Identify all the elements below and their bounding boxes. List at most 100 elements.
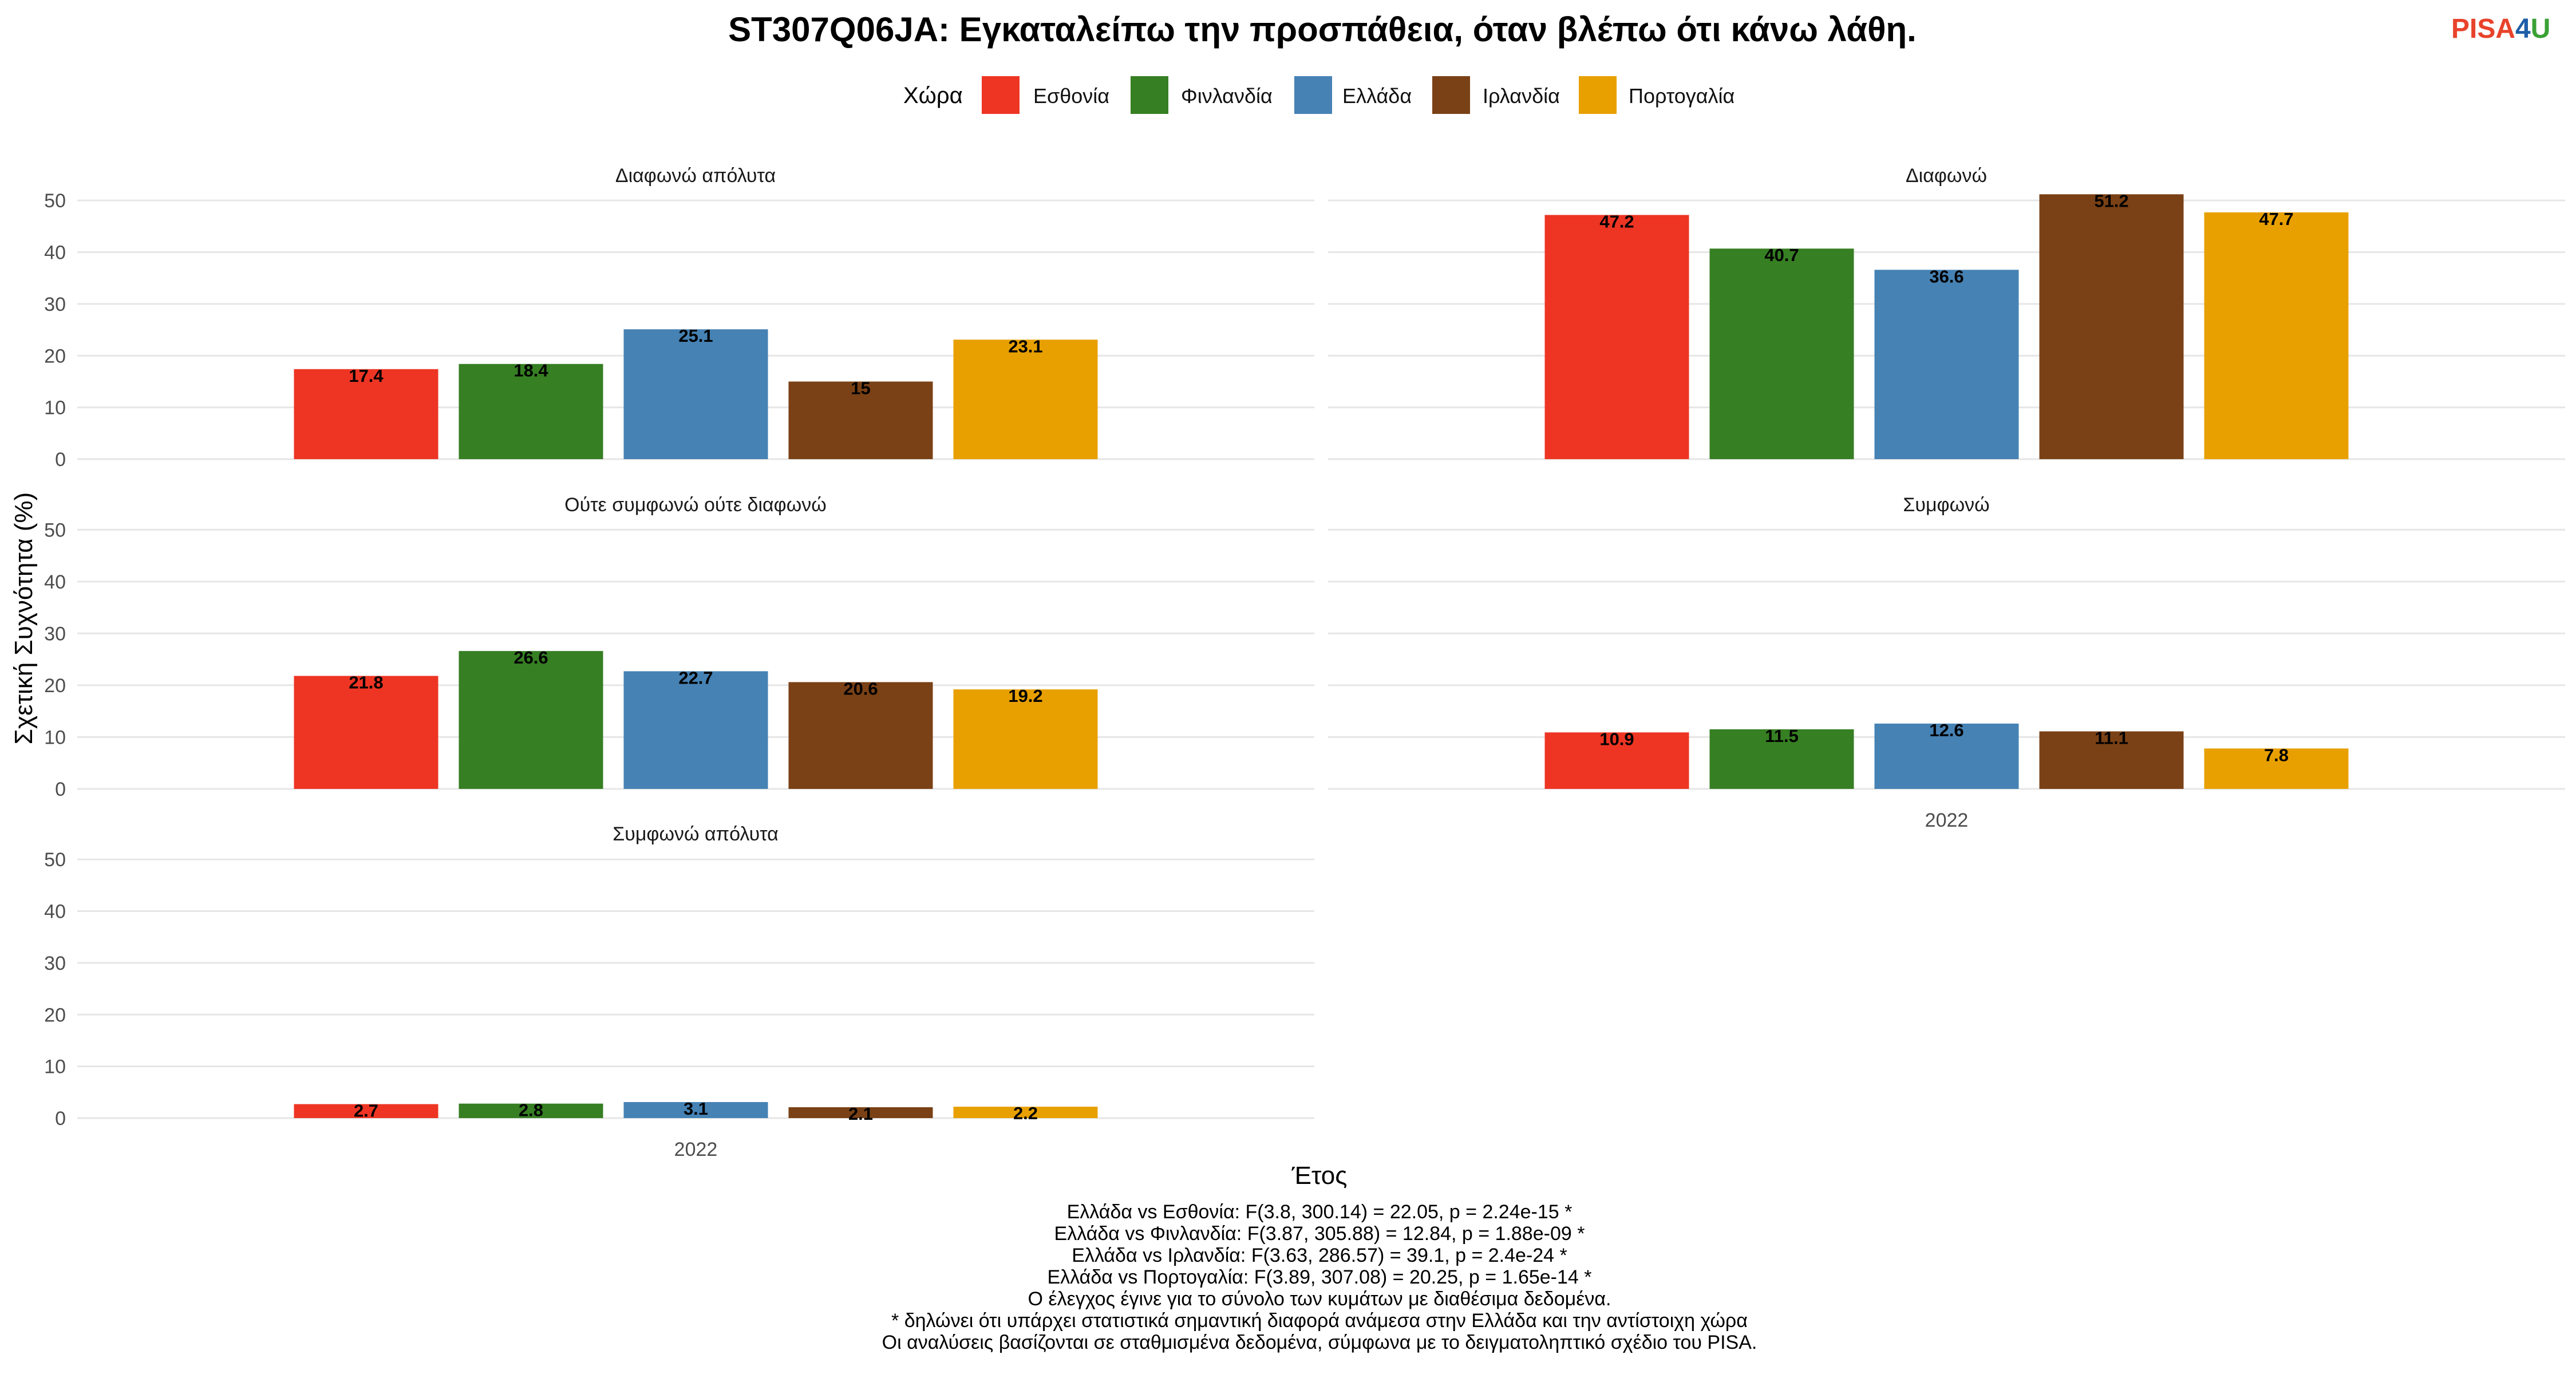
caption-line: Ελλάδα vs Ιρλανδία: F(3.63, 286.57) = 39… <box>1072 1245 1567 1266</box>
bar-value-label: 36.6 <box>1929 266 1963 286</box>
bar <box>2204 212 2349 459</box>
y-axis-title: Σχετική Συχνότητα (%) <box>10 492 38 745</box>
bar-value-label: 2.8 <box>519 1100 543 1120</box>
facet-panel: Διαφωνώ απόλυτα 0 10 20 30 40 50 17.4 18.4 25.1 15… <box>44 165 1314 471</box>
bar-value-label: 20.6 <box>843 678 878 698</box>
legend-swatch <box>982 76 1020 114</box>
logo-part-pisa: PISA <box>2451 14 2515 44</box>
bar <box>2039 194 2184 459</box>
bar-value-label: 17.4 <box>349 366 384 386</box>
bar-value-label: 22.7 <box>678 668 713 688</box>
y-tick-label: 40 <box>44 571 66 593</box>
bar <box>623 329 768 459</box>
y-tick-label: 0 <box>55 779 66 800</box>
caption-line: Ο έλεγχος έγινε για το σύνολο των κυμάτω… <box>1028 1288 1611 1310</box>
bar-value-label: 25.1 <box>678 326 713 346</box>
bar <box>788 1107 933 1118</box>
y-tick-label: 10 <box>44 727 66 748</box>
legend-swatch <box>1579 76 1617 114</box>
bar <box>459 1103 603 1118</box>
bar-value-label: 10.9 <box>1599 729 1634 749</box>
legend: Χώρα Εσθονία Φινλανδία Ελλάδα Ιρλανδία Πορτο… <box>903 76 1735 114</box>
y-tick-label: 40 <box>44 242 66 264</box>
bar <box>459 364 603 459</box>
pisa4u-logo: PISA4U <box>2451 14 2550 44</box>
bar-value-label: 21.8 <box>349 673 383 693</box>
bar <box>1544 215 1689 459</box>
legend-label: Ελλάδα <box>1342 84 1412 108</box>
facet-panel: Συμφωνώ 10.9 11.5 12.6 11.1 7.8 2022 <box>1328 494 2565 831</box>
y-tick-label: 0 <box>55 449 66 471</box>
bar-value-label: 3.1 <box>683 1099 708 1119</box>
bar-value-label: 47.7 <box>2259 209 2293 229</box>
bar <box>1709 248 1854 459</box>
legend-label: Εσθονία <box>1033 84 1109 108</box>
bar <box>953 339 1098 459</box>
bar <box>953 689 1098 789</box>
chart-title: ST307Q06JA: Εγκαταλείπω την προσπάθεια, … <box>728 10 1917 49</box>
caption-line: Ελλάδα vs Εσθονία: F(3.8, 300.14) = 22.0… <box>1067 1201 1573 1223</box>
x-axis-title: Έτος <box>1291 1162 1348 1190</box>
caption-line: Ελλάδα vs Φινλανδία: F(3.87, 305.88) = 1… <box>1054 1223 1585 1245</box>
facet-panel: Διαφωνώ 47.2 40.7 36.6 51.2 47.7 <box>1328 165 2565 460</box>
bar <box>623 1101 768 1118</box>
bar-value-label: 11.5 <box>1765 726 1799 746</box>
bar <box>788 381 933 459</box>
legend-swatch <box>1131 76 1168 114</box>
bar <box>2204 748 2349 789</box>
caption-line: * δηλώνει ότι υπάρχει στατιστικά σημαντι… <box>891 1310 1748 1332</box>
facet-strip-label: Διαφωνώ απόλυτα <box>615 165 776 187</box>
bar-value-label: 2.1 <box>848 1104 873 1124</box>
bar-value-label: 7.8 <box>2264 745 2289 765</box>
y-tick-label: 10 <box>44 397 66 419</box>
y-tick-label: 50 <box>44 519 66 541</box>
bar <box>788 682 933 789</box>
y-tick-label: 20 <box>44 345 66 367</box>
bar-value-label: 19.2 <box>1008 686 1042 706</box>
logo-part-four: 4 <box>2515 14 2531 44</box>
facet-panel: Συμφωνώ απόλυτα 0 10 20 30 40 50 2.7 2.8 3.1 2.1 2.… <box>44 823 1314 1160</box>
facets: Διαφωνώ απόλυτα 0 10 20 30 40 50 17.4 18.4 25.1 15… <box>44 165 2565 1160</box>
facet-panel: Ούτε συμφωνώ ούτε διαφωνώ 0 10 20 30 40 50 21.8… <box>44 494 1314 800</box>
facet-strip-label: Διαφωνώ <box>1906 165 1987 187</box>
bar-value-label: 2.2 <box>1013 1103 1038 1123</box>
bar-value-label: 40.7 <box>1764 245 1799 265</box>
bar <box>1544 732 1689 789</box>
legend-label: Ιρλανδία <box>1483 84 1560 108</box>
y-tick-label: 10 <box>44 1056 66 1078</box>
y-tick-label: 40 <box>44 901 66 923</box>
x-tick-label: 2022 <box>1925 810 1969 831</box>
y-tick-label: 0 <box>55 1108 66 1130</box>
bar-value-label: 11.1 <box>2095 728 2128 748</box>
bar-value-label: 26.6 <box>513 647 548 668</box>
bar-value-label: 15 <box>851 378 870 398</box>
y-tick-label: 30 <box>44 294 66 315</box>
caption-line: Οι αναλύσεις βασίζονται σε σταθμισμένα δ… <box>882 1332 1757 1353</box>
bar <box>2039 731 2184 789</box>
bar-value-label: 47.2 <box>1599 211 1634 231</box>
caption-line: Ελλάδα vs Πορτογαλία: F(3.89, 307.08) = … <box>1048 1266 1592 1288</box>
facet-strip-label: Συμφωνώ <box>1903 494 1989 516</box>
x-tick-label: 2022 <box>674 1139 718 1160</box>
y-tick-label: 50 <box>44 849 66 871</box>
bar <box>294 1104 438 1118</box>
logo-part-u: U <box>2531 14 2551 44</box>
bar-value-label: 23.1 <box>1008 336 1042 356</box>
bar <box>1874 270 2019 459</box>
legend-swatch <box>1294 76 1332 114</box>
bar <box>953 1107 1098 1118</box>
legend-label: Φινλανδία <box>1181 84 1273 108</box>
y-tick-label: 50 <box>44 190 66 212</box>
y-tick-label: 30 <box>44 623 66 645</box>
bar-value-label: 2.7 <box>354 1101 378 1121</box>
bar <box>1874 723 2019 789</box>
facet-strip-label: Συμφωνώ απόλυτα <box>613 823 779 845</box>
y-tick-label: 30 <box>44 953 66 974</box>
bar <box>1709 729 1854 789</box>
bar <box>294 369 438 459</box>
bar <box>294 676 438 789</box>
bar-value-label: 12.6 <box>1929 720 1963 740</box>
bar-value-label: 18.4 <box>513 361 548 381</box>
caption-notes: Ελλάδα vs Εσθονία: F(3.8, 300.14) = 22.0… <box>882 1201 1757 1353</box>
